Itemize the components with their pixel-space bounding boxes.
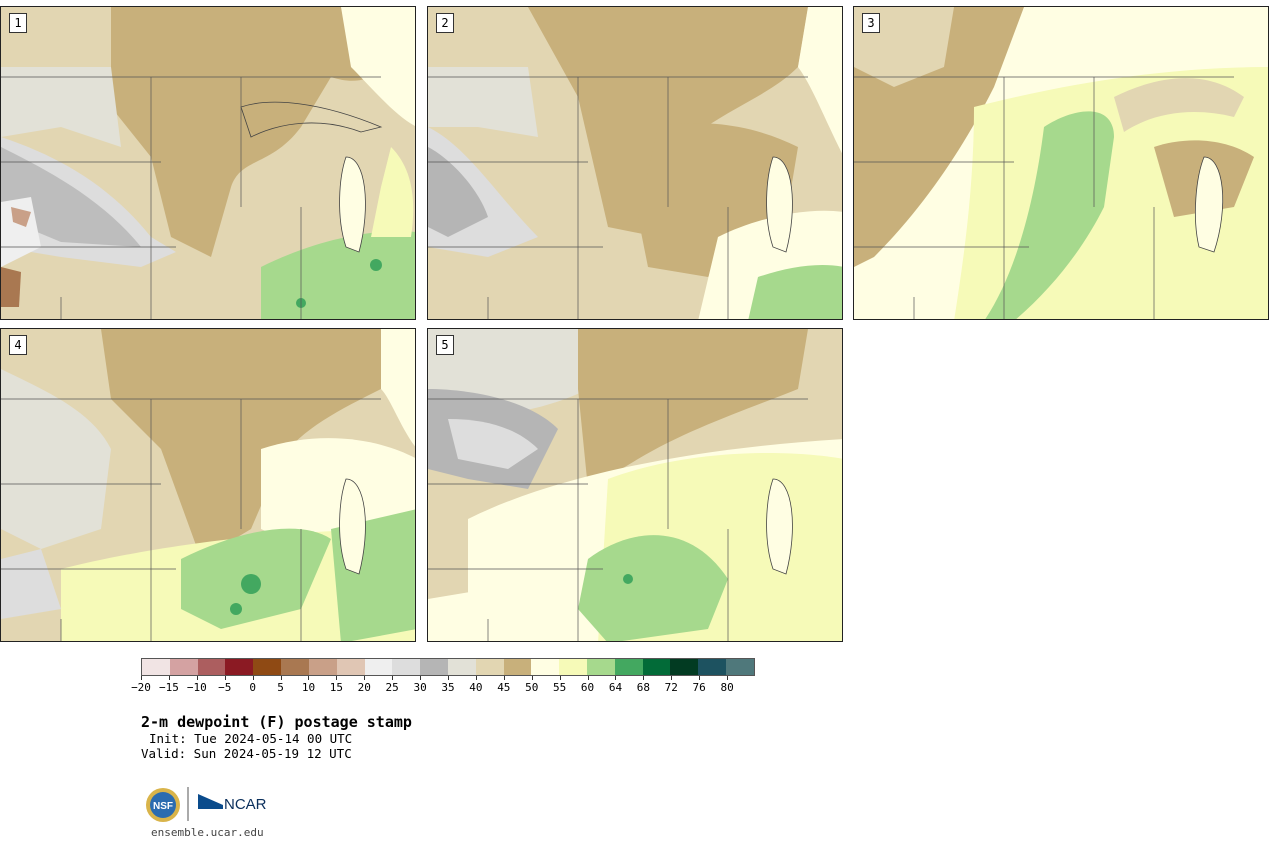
- colorbar-tick: [224, 676, 226, 680]
- forecast-panel-2: 2: [427, 6, 843, 320]
- dewpoint-map-2: [428, 7, 842, 319]
- product-title: 2-m dewpoint (F) postage stamp: [141, 713, 412, 731]
- colorbar-tick: [448, 676, 449, 680]
- colorbar-swatch: [559, 659, 587, 675]
- colorbar: [141, 658, 755, 676]
- logos: NSF NCAR: [145, 785, 275, 825]
- website-url: ensemble.ucar.edu: [151, 826, 264, 839]
- colorbar-tick: [196, 676, 198, 680]
- colorbar-tick: [615, 676, 617, 680]
- colorbar-swatch: [642, 659, 671, 675]
- colorbar-tick-label: 76: [692, 681, 706, 694]
- colorbar-swatch: [587, 659, 615, 675]
- colorbar-tick-label: −15: [158, 681, 179, 694]
- dewpoint-map-1: [1, 7, 415, 319]
- colorbar-tick: [475, 676, 477, 680]
- colorbar-tick-label: 55: [553, 681, 567, 694]
- valid-time: Valid: Sun 2024-05-19 12 UTC: [141, 746, 352, 761]
- panel-number: 1: [9, 13, 27, 33]
- colorbar-tick: [280, 676, 282, 680]
- colorbar-swatch: [726, 659, 754, 675]
- colorbar-swatch: [392, 659, 421, 675]
- dewpoint-map-3: [854, 7, 1268, 319]
- colorbar-swatch: [336, 659, 365, 675]
- colorbar-tick: [531, 676, 533, 680]
- colorbar-swatch: [503, 659, 532, 675]
- colorbar-tick: [364, 676, 366, 680]
- forecast-panel-5: 5: [427, 328, 843, 642]
- colorbar-swatch: [420, 659, 448, 675]
- colorbar-tick-label: 15: [329, 681, 343, 694]
- forecast-panel-4: 4: [0, 328, 416, 642]
- colorbar-swatch: [308, 659, 337, 675]
- colorbar-swatch: [447, 659, 476, 675]
- panel-number: 5: [436, 335, 454, 355]
- colorbar-swatch: [364, 659, 393, 675]
- colorbar-tick-label: 40: [469, 681, 483, 694]
- forecast-panel-3: 3: [853, 6, 1269, 320]
- colorbar-tick-label: 35: [441, 681, 455, 694]
- colorbar-tick: [420, 676, 422, 680]
- panel-number: 3: [862, 13, 880, 33]
- colorbar-tick: [336, 676, 338, 680]
- svg-text:NCAR: NCAR: [224, 796, 267, 813]
- colorbar-tick: [168, 676, 170, 680]
- colorbar-swatch: [698, 659, 727, 675]
- colorbar-tick: [392, 676, 394, 680]
- colorbar-tick: [141, 676, 142, 680]
- colorbar-labels: −20 −15 −10 −5 0 5 10 15 20 25 30 35 40 45 50 55 60 64 68 7…: [131, 681, 755, 695]
- colorbar-tick-label: 68: [636, 681, 650, 694]
- colorbar-tick: [699, 676, 701, 680]
- colorbar-tick-label: 25: [385, 681, 399, 694]
- colorbar-tick: [671, 676, 673, 680]
- colorbar-tick-label: 64: [608, 681, 623, 694]
- colorbar-swatch: [169, 659, 198, 675]
- colorbar-swatch: [614, 659, 643, 675]
- colorbar-tick-label: 50: [525, 681, 539, 694]
- dewpoint-map-5: [428, 329, 842, 641]
- colorbar-tick-label: −20: [131, 681, 151, 694]
- colorbar-tick-label: 72: [664, 681, 678, 694]
- colorbar-tick: [503, 676, 505, 680]
- colorbar-tick-label: −10: [186, 681, 207, 694]
- colorbar-tick: [727, 676, 729, 680]
- colorbar-tick: [643, 676, 645, 680]
- colorbar-tick-label: 60: [580, 681, 595, 694]
- colorbar-tick-label: 5: [277, 681, 284, 694]
- colorbar-tick-label: 30: [413, 681, 427, 694]
- colorbar-tick-label: −5: [218, 681, 232, 694]
- colorbar-swatch: [281, 659, 309, 675]
- colorbar-tick-label: 80: [720, 681, 734, 694]
- colorbar-tick-label: 20: [357, 681, 371, 694]
- panel-number: 4: [9, 335, 27, 355]
- panel-number: 2: [436, 13, 454, 33]
- dewpoint-map-4: [1, 329, 415, 641]
- ncar-logo-icon: NCAR: [198, 794, 267, 813]
- colorbar-swatch: [142, 659, 170, 675]
- colorbar-tick: [252, 676, 254, 680]
- colorbar-tick-label: 10: [301, 681, 316, 694]
- colorbar-tick: [308, 676, 310, 680]
- colorbar-swatch: [670, 659, 699, 675]
- forecast-panel-1: 1: [0, 6, 416, 320]
- nsf-logo-icon: NSF: [146, 788, 180, 822]
- colorbar-tick: [587, 676, 589, 680]
- colorbar-swatch: [531, 659, 560, 675]
- colorbar-swatch: [225, 659, 254, 675]
- colorbar-swatch: [475, 659, 504, 675]
- svg-text:NSF: NSF: [153, 801, 173, 812]
- colorbar-tick-label: 0: [249, 681, 256, 694]
- colorbar-tick: [559, 676, 561, 680]
- colorbar-swatch: [197, 659, 226, 675]
- colorbar-tick-label: 45: [497, 681, 511, 694]
- colorbar-swatch: [253, 659, 282, 675]
- init-time: Init: Tue 2024-05-14 00 UTC: [149, 731, 353, 746]
